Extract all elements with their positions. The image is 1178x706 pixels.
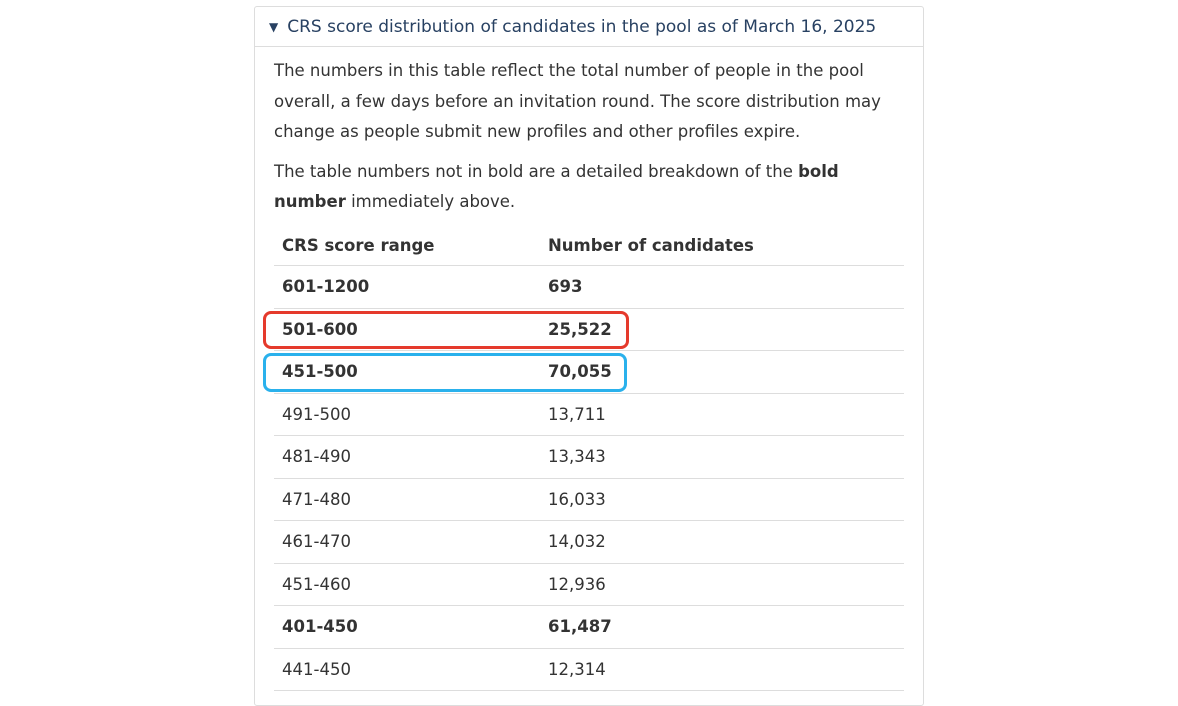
score-range-cell: 501-600 (274, 308, 540, 351)
table-row: 601-1200 693 (274, 265, 904, 309)
table-row: 441-450 12,314 (274, 648, 904, 691)
score-range-cell: 441-450 (274, 648, 540, 691)
candidate-count-cell: 12,936 (540, 563, 904, 606)
note-text-bold: bold number (274, 161, 839, 212)
details-body: The numbers in this table reflect the to… (255, 47, 923, 691)
crs-distribution-table: CRS score range Number of candidates 601… (274, 226, 904, 692)
table-row: 451-500 70,055 (274, 350, 904, 394)
details-summary-toggle[interactable]: ▼ CRS score distribution of candidates i… (255, 7, 923, 47)
table-row: 471-480 16,033 (274, 478, 904, 521)
table-row: 451-460 12,936 (274, 563, 904, 606)
header-number-of-candidates: Number of candidates (540, 226, 904, 266)
candidate-count-cell: 693 (540, 265, 904, 309)
note-text-prefix: The table numbers not in bold are a deta… (274, 161, 799, 181)
details-summary-label: CRS score distribution of candidates in … (287, 16, 877, 37)
candidate-count-cell: 13,343 (540, 435, 904, 479)
intro-paragraph: The numbers in this table reflect the to… (274, 61, 881, 141)
candidate-count-cell: 70,055 (540, 350, 904, 394)
table-row: 501-600 25,522 (274, 308, 904, 351)
table-row: 401-450 61,487 (274, 605, 904, 649)
table-row: 481-490 13,343 (274, 435, 904, 479)
candidate-count-cell: 12,314 (540, 648, 904, 691)
score-range-cell: 451-460 (274, 563, 540, 606)
candidate-count-cell: 16,033 (540, 478, 904, 521)
score-range-cell: 451-500 (274, 350, 540, 394)
score-range-cell: 601-1200 (274, 265, 540, 309)
table-header-row: CRS score range Number of candidates (274, 226, 904, 266)
score-range-cell: 481-490 (274, 435, 540, 479)
candidate-count-cell: 14,032 (540, 520, 904, 564)
candidate-count-cell: 25,522 (540, 308, 904, 351)
table-row: 461-470 14,032 (274, 520, 904, 564)
table-row: 491-500 13,711 (274, 393, 904, 436)
score-range-cell: 461-470 (274, 520, 540, 564)
score-range-cell: 491-500 (274, 393, 540, 436)
score-range-cell: 401-450 (274, 605, 540, 649)
note-text-suffix: immediately above. (345, 192, 516, 211)
header-crs-score-range: CRS score range (274, 226, 540, 266)
note-paragraph: The table numbers not in bold are a deta… (274, 157, 903, 218)
details-panel: ▼ CRS score distribution of candidates i… (254, 6, 924, 706)
score-range-cell: 471-480 (274, 478, 540, 521)
candidate-count-cell: 13,711 (540, 393, 904, 436)
candidate-count-cell: 61,487 (540, 605, 904, 649)
triangle-down-icon: ▼ (269, 19, 279, 34)
